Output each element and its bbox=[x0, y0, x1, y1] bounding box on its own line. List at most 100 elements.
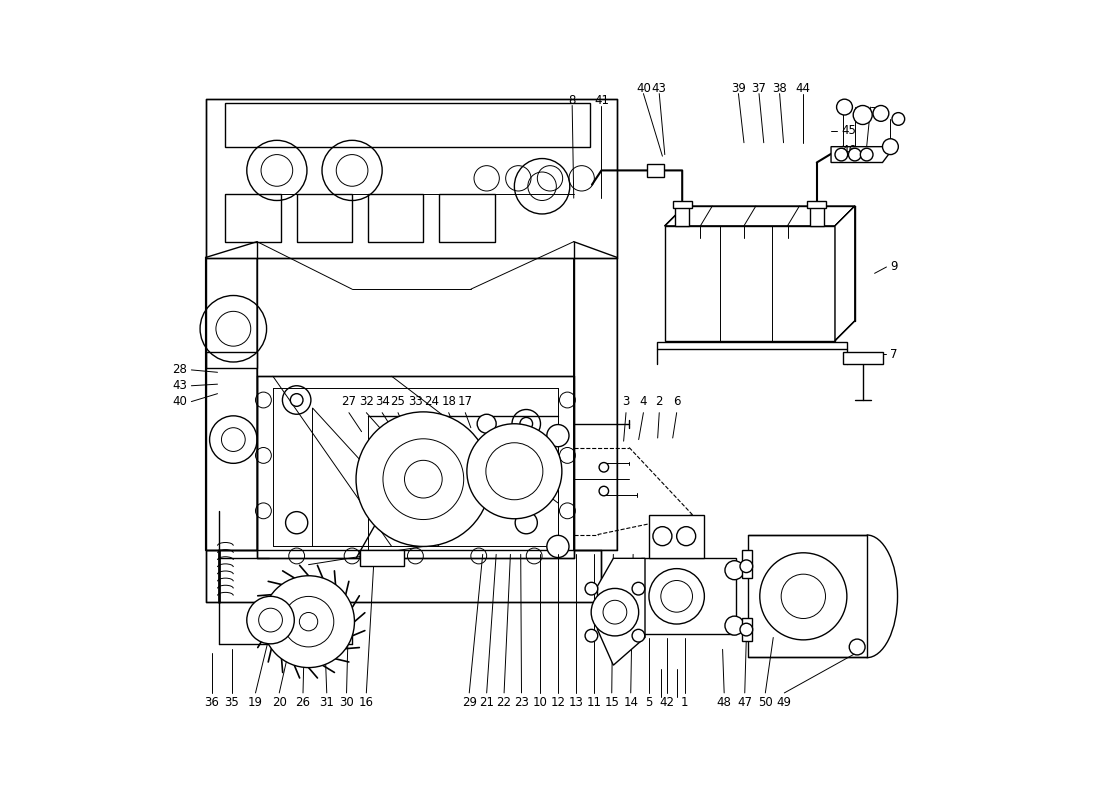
Text: 26: 26 bbox=[296, 696, 310, 709]
Text: 25: 25 bbox=[390, 395, 406, 408]
Circle shape bbox=[725, 561, 744, 580]
Text: 22: 22 bbox=[496, 696, 512, 709]
Text: 32: 32 bbox=[359, 395, 374, 408]
Bar bbox=[226, 103, 590, 146]
Bar bbox=[649, 514, 704, 558]
Circle shape bbox=[892, 113, 904, 126]
Circle shape bbox=[676, 526, 695, 546]
Text: 6: 6 bbox=[673, 395, 681, 408]
Text: 10: 10 bbox=[532, 696, 547, 709]
Text: 31: 31 bbox=[319, 696, 334, 709]
Text: 16: 16 bbox=[359, 696, 374, 709]
Text: 29: 29 bbox=[462, 696, 476, 709]
Polygon shape bbox=[226, 194, 280, 242]
Circle shape bbox=[740, 560, 752, 573]
Circle shape bbox=[600, 486, 608, 496]
Text: 42: 42 bbox=[660, 696, 674, 709]
Circle shape bbox=[378, 426, 397, 445]
Text: 11: 11 bbox=[586, 696, 602, 709]
Polygon shape bbox=[741, 618, 752, 642]
Text: 47: 47 bbox=[737, 696, 752, 709]
Bar bbox=[807, 201, 826, 209]
Polygon shape bbox=[206, 353, 257, 368]
Text: 49: 49 bbox=[777, 696, 792, 709]
Circle shape bbox=[848, 148, 861, 161]
Circle shape bbox=[649, 569, 704, 624]
Circle shape bbox=[585, 630, 597, 642]
Bar bbox=[657, 342, 847, 349]
Polygon shape bbox=[439, 194, 495, 242]
Text: 46: 46 bbox=[842, 144, 856, 157]
Circle shape bbox=[632, 582, 645, 595]
Bar bbox=[664, 226, 835, 341]
Circle shape bbox=[600, 462, 608, 472]
Polygon shape bbox=[257, 376, 574, 558]
Circle shape bbox=[263, 576, 354, 667]
Text: 5: 5 bbox=[646, 696, 652, 709]
Circle shape bbox=[760, 553, 847, 640]
Text: 45: 45 bbox=[842, 124, 856, 138]
Polygon shape bbox=[206, 550, 602, 602]
Circle shape bbox=[860, 148, 873, 161]
Circle shape bbox=[520, 418, 532, 430]
Text: 9: 9 bbox=[890, 261, 898, 274]
Text: 50: 50 bbox=[758, 696, 772, 709]
Bar bbox=[641, 558, 736, 634]
Text: 39: 39 bbox=[732, 82, 746, 95]
Text: 28: 28 bbox=[173, 363, 187, 377]
Text: 14: 14 bbox=[624, 696, 638, 709]
Circle shape bbox=[585, 582, 597, 595]
Text: 21: 21 bbox=[480, 696, 494, 709]
Text: 18: 18 bbox=[441, 395, 456, 408]
Text: 40: 40 bbox=[173, 395, 187, 408]
Text: 48: 48 bbox=[717, 696, 732, 709]
Circle shape bbox=[653, 526, 672, 546]
Text: 15: 15 bbox=[604, 696, 619, 709]
Text: 30: 30 bbox=[339, 696, 354, 709]
Circle shape bbox=[882, 138, 899, 154]
Text: 41: 41 bbox=[594, 94, 609, 107]
Circle shape bbox=[477, 414, 496, 434]
Circle shape bbox=[854, 106, 872, 125]
Polygon shape bbox=[843, 353, 882, 364]
Polygon shape bbox=[574, 242, 617, 550]
Text: 44: 44 bbox=[795, 82, 811, 95]
Text: 2: 2 bbox=[656, 395, 663, 408]
Circle shape bbox=[835, 148, 848, 161]
Text: 34: 34 bbox=[375, 395, 389, 408]
Circle shape bbox=[591, 589, 639, 636]
Text: 24: 24 bbox=[424, 395, 439, 408]
Text: 13: 13 bbox=[569, 696, 584, 709]
Text: 43: 43 bbox=[173, 379, 187, 392]
Polygon shape bbox=[597, 558, 645, 666]
Circle shape bbox=[246, 596, 295, 644]
Circle shape bbox=[725, 616, 744, 635]
Circle shape bbox=[547, 535, 569, 558]
Bar bbox=[675, 206, 690, 226]
Polygon shape bbox=[312, 408, 439, 546]
Text: 3: 3 bbox=[623, 395, 629, 408]
Text: 20: 20 bbox=[272, 696, 287, 709]
Circle shape bbox=[837, 99, 852, 115]
Text: 7: 7 bbox=[890, 347, 898, 361]
Polygon shape bbox=[835, 206, 855, 341]
Bar bbox=[748, 534, 867, 658]
Text: 19: 19 bbox=[248, 696, 263, 709]
Polygon shape bbox=[206, 242, 257, 550]
Text: 33: 33 bbox=[408, 395, 422, 408]
Text: 27: 27 bbox=[341, 395, 356, 408]
Circle shape bbox=[402, 516, 414, 529]
Circle shape bbox=[873, 106, 889, 122]
Bar bbox=[810, 206, 824, 226]
Bar bbox=[360, 550, 404, 566]
Circle shape bbox=[547, 425, 569, 446]
Polygon shape bbox=[206, 99, 617, 258]
Text: 40: 40 bbox=[636, 82, 651, 95]
Circle shape bbox=[849, 639, 865, 655]
Text: 17: 17 bbox=[458, 395, 473, 408]
Text: 12: 12 bbox=[550, 696, 565, 709]
Text: 37: 37 bbox=[751, 82, 767, 95]
Polygon shape bbox=[664, 206, 855, 226]
Text: 4: 4 bbox=[640, 395, 647, 408]
Circle shape bbox=[290, 394, 303, 406]
